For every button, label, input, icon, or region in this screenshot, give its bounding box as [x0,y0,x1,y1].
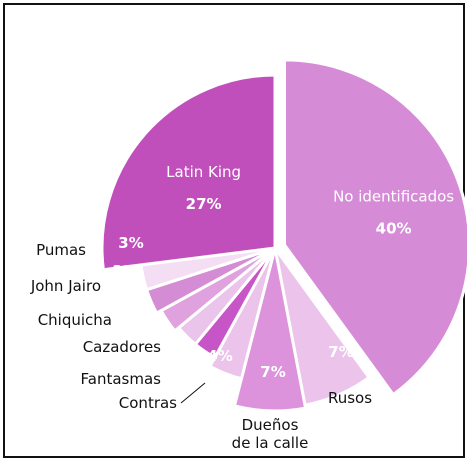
slice-value-duenos-de-la-calle: 7% [260,363,285,381]
slice-label-john-jairo: John Jairo [30,277,101,295]
leader-line-contras [180,382,206,404]
chart-frame: No identificados 40% 7% Rusos 7% Dueños de la … [3,3,467,458]
pie-slice-no-identificados [283,58,467,397]
slice-label-line: de la calle [232,434,309,452]
slice-label-latin-king: Latin King [166,163,241,181]
slice-label-duenos-de-la-calle: Dueños de la calle [232,416,309,452]
slice-value-rusos: 7% [328,343,353,361]
slice-label-chiquicha: Chiquicha [38,311,112,329]
slice-label-fantasmas: Fantasmas [81,370,162,388]
slice-value-chiquicha: 3% [117,300,142,318]
slice-label-contras: Contras [119,394,177,412]
slice-label-no-identificados: No identificados [333,187,454,205]
slice-value-no-identificados: 40% [376,219,412,237]
slice-value-pumas: 3% [118,234,143,252]
pie-slice-latin-king [100,73,277,272]
slice-value-latin-king: 27% [186,195,222,213]
pie-slice-duenos-de-la-calle [232,247,308,413]
pie-slice-contras [207,247,277,381]
slice-label-line: Dueños [242,416,299,434]
slice-value-fantasmas: 3% [159,348,184,366]
slice-label-cazadores: Cazadores [83,338,161,356]
slice-label-rusos: Rusos [328,389,372,407]
slice-value-john-jairo: 3% [112,262,137,280]
slice-value-cazadores: 3% [144,320,169,338]
pie-chart: No identificados 40% 7% Rusos 7% Dueños de la … [30,58,467,452]
slice-label-pumas: Pumas [36,241,86,259]
slice-value-contras: 4% [207,347,232,365]
